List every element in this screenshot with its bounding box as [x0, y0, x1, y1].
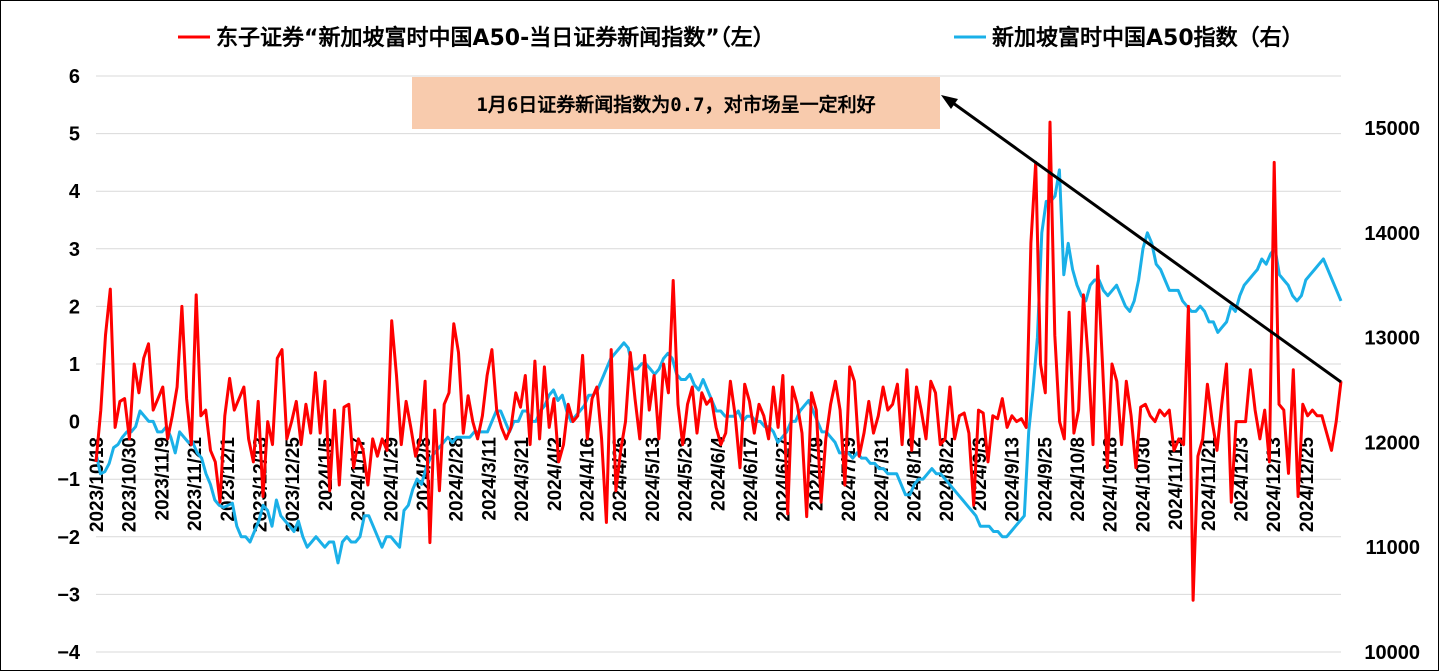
x-tick-label: 2023/10/30: [120, 437, 141, 532]
series-layer: [94, 120, 1343, 602]
left-tick-label: 3: [69, 239, 80, 261]
x-tick-label: 2024/3/11: [479, 437, 500, 521]
legend-label-a50: 新加坡富时中国A50指数（右）: [992, 25, 1304, 51]
right-tick-label: 12000: [1364, 432, 1420, 454]
left-tick-label: 2: [69, 296, 80, 318]
legend: 东子证券“新加坡富时中国A50-当日证券新闻指数”（左） 新加坡富时中国A50指…: [178, 25, 1304, 51]
series-line-a50-index: [94, 168, 1343, 565]
x-tick-label: 2024/11/11: [1166, 437, 1187, 530]
trend-arrow-head: [941, 95, 958, 109]
left-tick-label: −2: [57, 527, 80, 549]
x-tick-label: 2024/9/13: [1003, 437, 1024, 522]
x-tick-label: 2023/12/25: [283, 437, 304, 533]
left-tick-label: 5: [69, 124, 80, 146]
right-tick-label: 15000: [1364, 118, 1420, 140]
right-tick-label: 14000: [1364, 223, 1420, 245]
x-tick-label: 2024/10/18: [1101, 437, 1122, 532]
x-tick-label: 2024/7/31: [872, 437, 893, 522]
x-tick-label: 2024/10/8: [1068, 437, 1089, 522]
left-tick-label: −1: [57, 469, 80, 491]
x-tick-label: 2024/5/13: [643, 437, 664, 522]
x-tick-label: 2024/5/23: [676, 437, 697, 522]
left-axis: 6 5 4 3 2 1 0 −1 −2 −3 −4: [57, 66, 81, 664]
x-tick-label: 2024/4/16: [578, 437, 599, 522]
left-tick-label: −4: [57, 642, 81, 664]
x-tick-label: 2024/6/4: [708, 437, 729, 511]
x-tick-label: 2024/12/25: [1297, 437, 1318, 533]
trend-arrow-line: [952, 101, 1342, 384]
left-tick-label: 1: [69, 354, 80, 376]
left-tick-label: 6: [69, 66, 80, 88]
x-tick-label: 2024/12/3: [1232, 437, 1253, 522]
left-tick-label: 4: [69, 181, 81, 203]
x-tick-label: 2024/1/29: [381, 437, 402, 522]
x-tick-label: 2024/2/28: [447, 437, 468, 522]
right-axis: 15000 14000 13000 12000 11000 10000: [1364, 118, 1420, 664]
annotation-box: 1月6日证券新闻指数为0.7，对市场呈一定利好: [412, 77, 940, 129]
left-tick-label: −3: [57, 584, 80, 606]
right-tick-label: 11000: [1365, 537, 1420, 559]
x-tick-label: 2024/9/25: [1035, 437, 1056, 522]
left-tick-label: 0: [69, 412, 80, 434]
x-tick-label: 2024/8/12: [905, 437, 926, 522]
right-tick-label: 10000: [1364, 642, 1420, 664]
x-tick-label: 2024/3/21: [512, 437, 533, 522]
x-tick-label: 2024/6/17: [741, 437, 762, 522]
x-tick-label: 2024/10/30: [1133, 437, 1154, 532]
x-tick-label: 2023/10/18: [87, 437, 108, 532]
x-tick-label: 2024/11/21: [1199, 437, 1220, 531]
series-line-news-index: [94, 120, 1343, 602]
x-tick-label: 2023/11/9: [152, 437, 173, 520]
right-tick-label: 13000: [1364, 328, 1420, 350]
x-tick-label: 2024/8/22: [937, 437, 958, 522]
trend-arrow: [941, 95, 1342, 384]
legend-label-news: 东子证券“新加坡富时中国A50-当日证券新闻指数”（左）: [216, 25, 775, 51]
